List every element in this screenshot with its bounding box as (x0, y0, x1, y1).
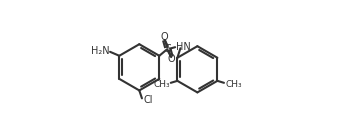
Text: O: O (167, 54, 175, 64)
Text: CH₃: CH₃ (153, 80, 170, 89)
Text: O: O (161, 32, 168, 42)
Text: Cl: Cl (143, 95, 153, 105)
Text: HN: HN (176, 42, 191, 51)
Text: CH₃: CH₃ (225, 80, 242, 89)
Text: H₂N: H₂N (91, 46, 110, 56)
Text: S: S (164, 44, 171, 53)
